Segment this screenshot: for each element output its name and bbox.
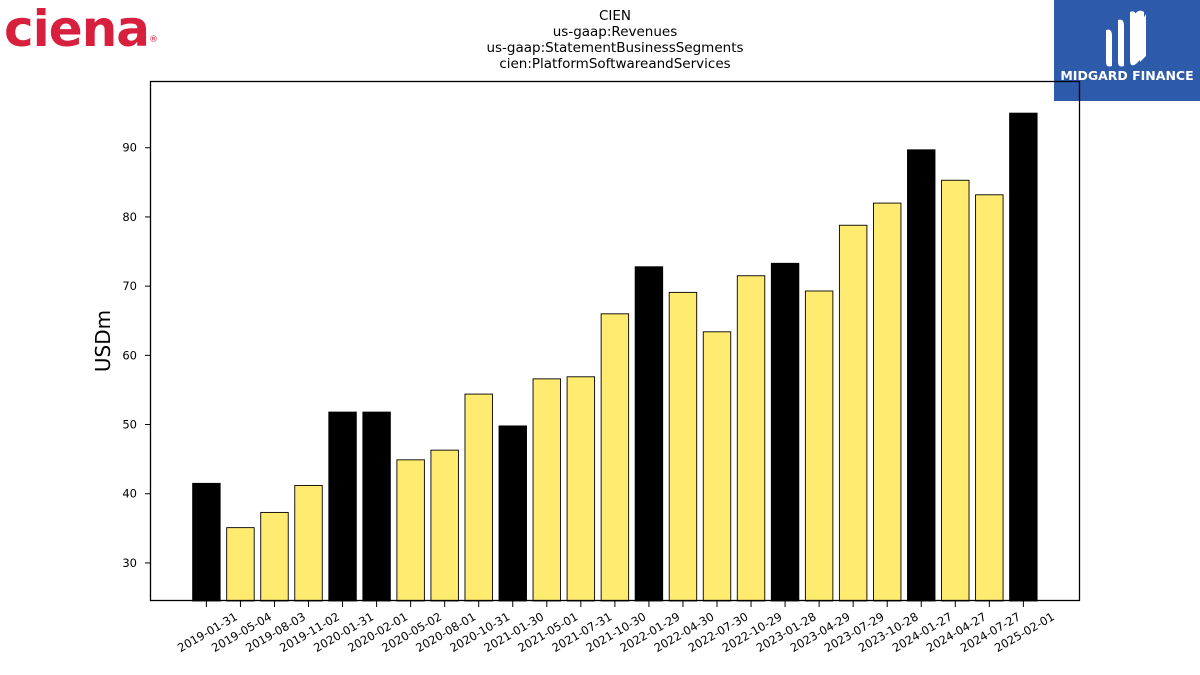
plot-frame <box>149 80 1081 602</box>
midgard-logo-background <box>1054 0 1200 101</box>
y-tick-label: 90 <box>122 141 137 155</box>
bar-2022-04-30 <box>668 291 698 602</box>
y-tick-label: 40 <box>122 487 137 501</box>
y-axis: 30 40 50 60 70 80 90 <box>122 141 151 570</box>
bar-2020-08-01 <box>430 449 459 602</box>
bar-2025-02-01 <box>1009 112 1038 602</box>
bar-2023-10-28 <box>873 202 902 602</box>
bar-2022-01-29 <box>634 266 664 602</box>
midgard-logo-text: MIDGARD FINANCE <box>1060 68 1194 83</box>
y-axis-label: USDm <box>91 310 115 372</box>
bar-2019-01-31 <box>192 482 221 602</box>
y-tick-label: 80 <box>122 210 137 224</box>
bars <box>192 112 1038 602</box>
bar-2023-04-29 <box>804 290 834 602</box>
registered-mark: ® <box>149 35 158 45</box>
bar-2020-02-01 <box>362 411 391 602</box>
y-tick-label: 30 <box>122 556 137 570</box>
y-tick-label: 60 <box>122 348 137 362</box>
bar-2019-05-04 <box>226 527 255 602</box>
bar-2022-10-29 <box>736 275 766 602</box>
bar-2019-11-02 <box>294 484 323 602</box>
bar-2023-01-28 <box>770 262 800 602</box>
ciena-logo-text: ciena <box>4 0 150 58</box>
bar-2021-05-01 <box>532 378 561 602</box>
bar-2024-07-27 <box>975 194 1004 602</box>
midgard-m-icon <box>1106 10 1146 67</box>
y-tick-label: 50 <box>122 418 137 432</box>
chart-title-line: us-gaap:Revenues <box>553 24 678 40</box>
midgard-logo-emblem <box>1054 0 1200 101</box>
bar-2019-08-03 <box>260 511 289 602</box>
chart-title-line: CIEN <box>599 8 631 24</box>
bar-2021-01-30 <box>498 425 527 602</box>
bar-2020-05-02 <box>396 459 425 602</box>
bar-2020-10-31 <box>464 393 493 602</box>
y-tick-label: 70 <box>122 279 137 293</box>
bar-2021-07-31 <box>566 376 596 602</box>
bar-2023-07-29 <box>838 224 868 602</box>
bar-2022-07-30 <box>702 331 732 602</box>
bar-2020-01-31 <box>328 411 357 602</box>
midgard-finance-logo: MIDGARD FINANCE <box>1054 0 1200 101</box>
bar-2021-10-30 <box>600 313 630 602</box>
chart-title-line: cien:PlatformSoftwareandServices <box>499 56 730 72</box>
bar-2024-01-27 <box>907 149 936 602</box>
ciena-logo: ciena® <box>4 0 158 58</box>
x-axis: 2019-01-312019-05-042019-08-032019-11-02… <box>175 601 1057 655</box>
chart-title: CIENus-gaap:Revenuesus-gaap:StatementBus… <box>486 8 743 72</box>
bar-2024-04-27 <box>941 179 970 602</box>
chart-title-line: us-gaap:StatementBusinessSegments <box>486 40 743 56</box>
